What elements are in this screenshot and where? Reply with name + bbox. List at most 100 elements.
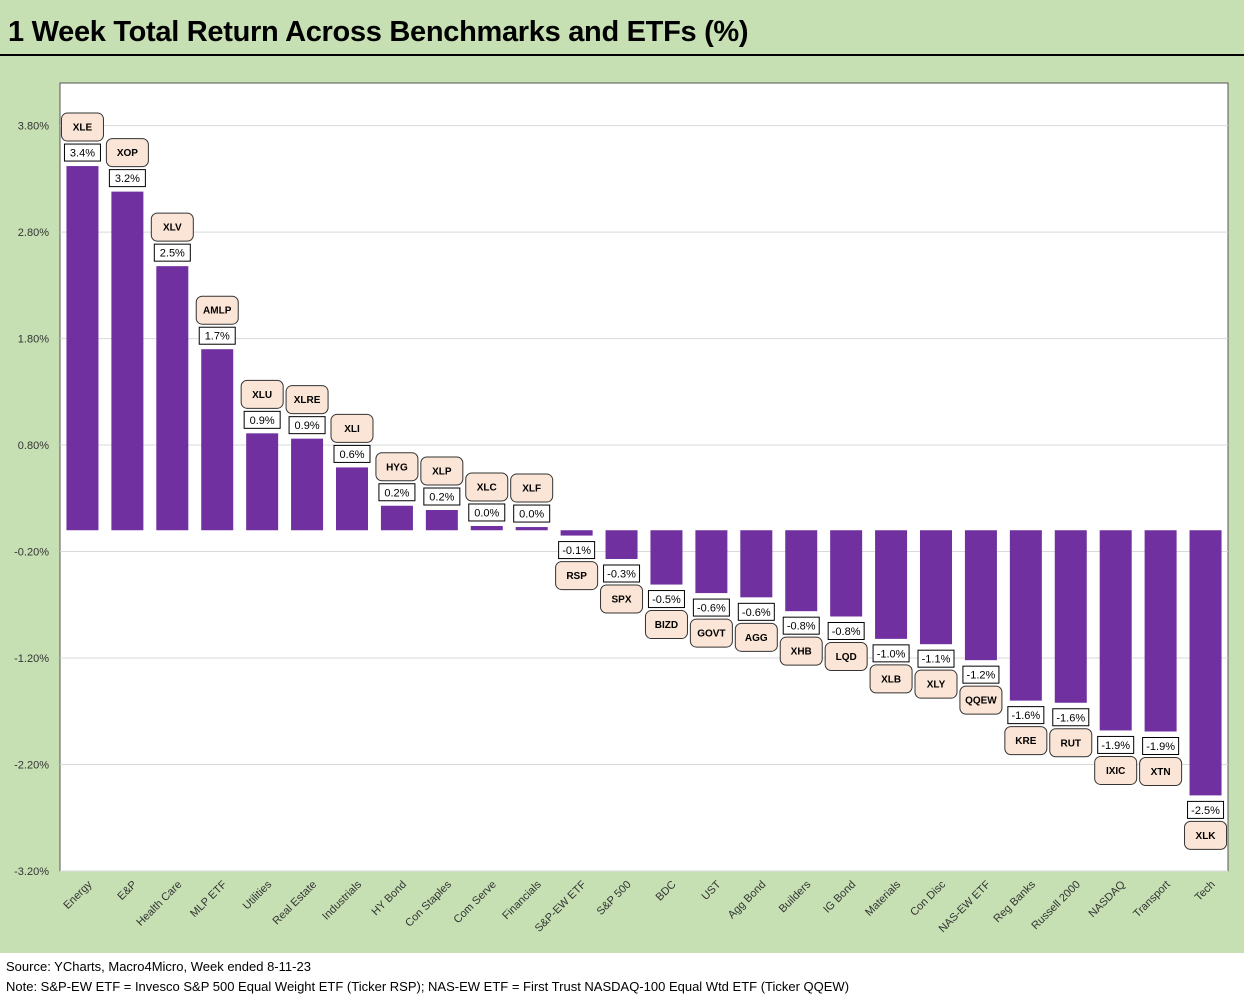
x-tick-label: BDC: [654, 879, 679, 904]
data-label-box: [423, 487, 461, 506]
data-label: -0.6%: [697, 603, 726, 615]
data-label: -2.5%: [1191, 805, 1220, 817]
bar: [605, 530, 638, 559]
data-label: 0.9%: [295, 420, 320, 432]
data-label-box: [288, 416, 326, 435]
data-label: -1.9%: [1101, 740, 1130, 752]
ticker-label: XTN: [1151, 767, 1171, 778]
data-label-box: [782, 616, 820, 635]
bar: [246, 433, 279, 531]
ticker-badge: [600, 584, 644, 614]
ticker-badge: [285, 385, 329, 415]
ticker-label: LQD: [836, 652, 857, 663]
ticker-label: XLI: [344, 424, 360, 435]
ticker-badge: [869, 664, 913, 694]
data-label-box: [647, 590, 685, 609]
data-label: 2.5%: [160, 248, 185, 260]
data-label-box: [1007, 706, 1045, 725]
bar: [1144, 530, 1177, 732]
data-label-box: [513, 504, 551, 523]
data-label: 3.2%: [115, 173, 140, 185]
bar: [560, 530, 593, 536]
x-tick-label: Tech: [1193, 879, 1218, 904]
data-label-box: [378, 483, 416, 502]
data-label-box: [962, 665, 1000, 684]
bar: [66, 166, 99, 531]
ticker-badge: [60, 112, 104, 142]
bar: [380, 505, 413, 531]
data-label: -0.8%: [787, 621, 816, 633]
data-label: -0.5%: [652, 594, 681, 606]
ticker-label: XLB: [881, 674, 901, 685]
chart-footer: Source: YCharts, Macro4Micro, Week ended…: [0, 953, 1244, 1000]
bar: [964, 530, 997, 661]
bar: [1009, 530, 1042, 701]
y-tick-label: 2.80%: [18, 227, 49, 239]
data-label: -0.3%: [607, 568, 636, 580]
bar: [1054, 530, 1087, 703]
ticker-label: IXIC: [1106, 766, 1125, 777]
data-label-box: [737, 602, 775, 621]
ticker-badge: [420, 456, 464, 486]
ticker-label: XOP: [117, 148, 138, 159]
x-tick-label: Financials: [500, 878, 544, 922]
ticker-label: XLV: [163, 223, 182, 234]
ticker-badge: [1004, 726, 1048, 756]
bar: [425, 510, 458, 531]
x-tick-label: E&P: [115, 879, 139, 903]
data-label: -0.6%: [742, 607, 771, 619]
ticker-label: BIZD: [655, 620, 678, 631]
ticker-label: SPX: [612, 594, 632, 605]
bar: [740, 530, 773, 598]
bar: [470, 525, 503, 531]
bar: [515, 527, 548, 531]
bar: [875, 530, 908, 639]
data-label-box: [692, 598, 730, 617]
x-tick-label: Con Disc: [908, 878, 948, 918]
bar: [830, 530, 863, 617]
data-label-box: [108, 169, 146, 188]
data-label-box: [1142, 737, 1180, 756]
x-tick-label: Reg Banks: [991, 878, 1038, 925]
ticker-badge: [959, 685, 1003, 715]
data-label-box: [63, 143, 101, 162]
ticker-label: RSP: [566, 571, 587, 582]
ticker-label: KRE: [1015, 736, 1036, 747]
ticker-badge: [1049, 728, 1093, 758]
data-label: 3.4%: [70, 148, 95, 160]
ticker-badge: [644, 610, 688, 640]
x-tick-label: IG Bond: [821, 879, 858, 916]
ticker-label: XLC: [477, 482, 497, 493]
bar: [785, 530, 818, 612]
bar: [336, 467, 368, 531]
ticker-badge: [824, 641, 868, 671]
data-label-box: [827, 621, 865, 640]
y-tick-label: -1.20%: [14, 653, 49, 665]
y-tick-label: 0.80%: [18, 440, 49, 452]
data-label: 0.0%: [519, 509, 544, 521]
ticker-badge: [689, 618, 733, 648]
data-label-box: [1052, 708, 1090, 727]
data-label-box: [558, 541, 596, 560]
x-tick-label: Materials: [863, 878, 903, 918]
x-tick-label: Builders: [777, 878, 814, 915]
data-label: -0.1%: [562, 545, 591, 557]
ticker-badge: [510, 473, 554, 503]
x-tick-label: Health Care: [134, 879, 184, 929]
x-tick-label: UST: [699, 878, 723, 902]
data-label: -1.0%: [877, 648, 906, 660]
data-label-box: [603, 564, 641, 583]
data-label-box: [917, 649, 955, 668]
data-label: -1.1%: [922, 654, 951, 666]
bar: [156, 266, 189, 531]
data-label: 0.6%: [339, 449, 364, 461]
ticker-label: XHB: [791, 647, 812, 658]
ticker-badge: [1094, 755, 1138, 785]
bar-chart: 3.80% 2.80% 1.80% 0.80% -0.20% -1.20% -2.20% -3…: [14, 82, 1229, 935]
x-tick-label: Com Serve: [451, 879, 498, 926]
bar: [291, 438, 324, 531]
bar: [1099, 530, 1132, 731]
data-label-box: [468, 503, 506, 522]
ticker-label: GOVT: [697, 629, 725, 640]
ticker-label: AMLP: [203, 306, 232, 317]
